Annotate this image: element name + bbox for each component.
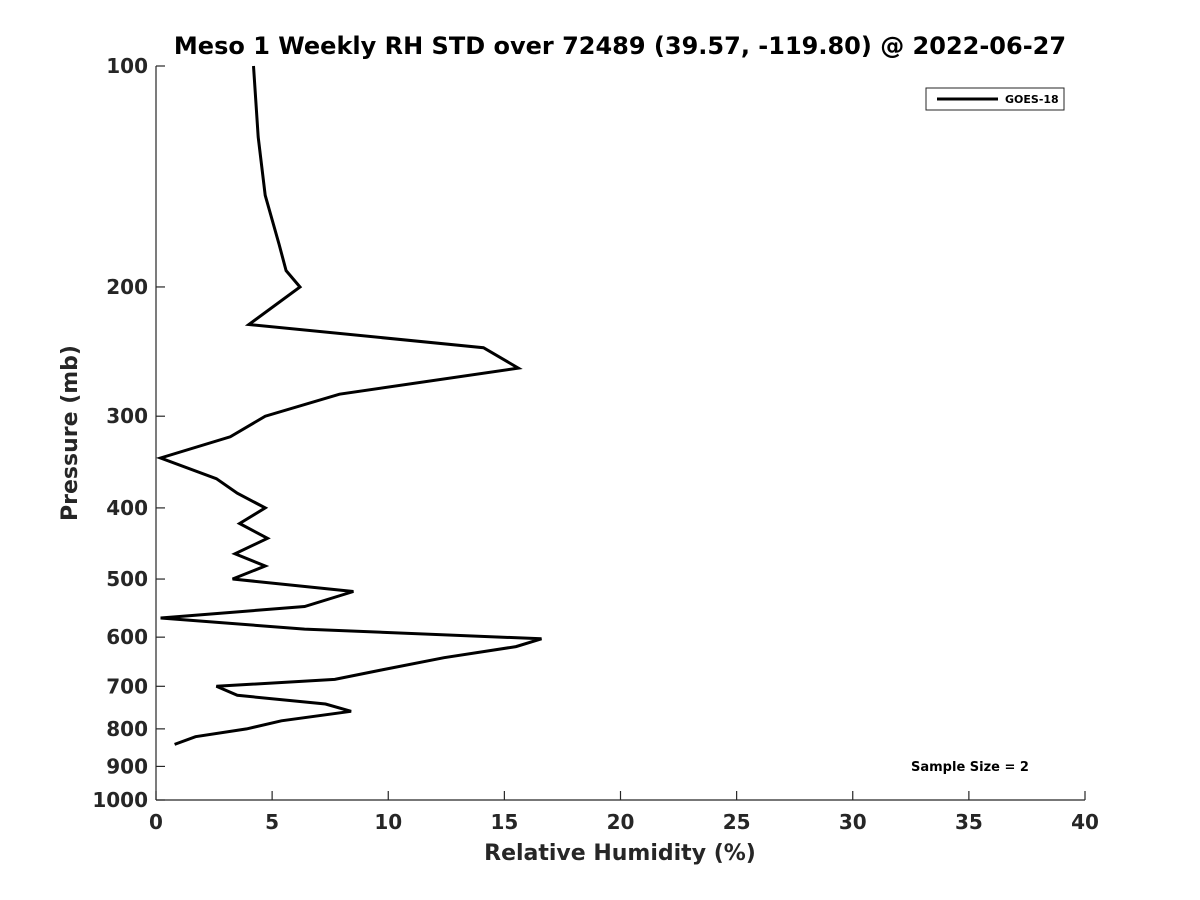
x-tick-label: 30 [839, 810, 867, 834]
y-tick-label: 900 [106, 754, 148, 778]
series-line-goes-18 [155, 65, 542, 746]
y-tick-label: 500 [106, 567, 148, 591]
y-tick-label: 400 [106, 496, 148, 520]
x-tick-label: 25 [723, 810, 751, 834]
series-layer [155, 65, 542, 746]
x-axis-label: Relative Humidity (%) [484, 841, 756, 866]
y-tick-label: 700 [106, 674, 148, 698]
legend-label-goes-18: GOES-18 [1005, 93, 1059, 106]
legend: GOES-18 [925, 87, 1065, 111]
plot-axes [155, 66, 1085, 801]
x-tick-label: 10 [374, 810, 402, 834]
x-tick-label: 35 [955, 810, 983, 834]
x-tick-label: 0 [149, 810, 163, 834]
x-tick-label: 20 [607, 810, 635, 834]
y-tick-label: 300 [106, 404, 148, 428]
x-tick-label: 5 [265, 810, 279, 834]
chart-title: Meso 1 Weekly RH STD over 72489 (39.57, … [174, 32, 1066, 60]
x-tick-label: 15 [490, 810, 518, 834]
y-tick-label: 1000 [92, 788, 148, 812]
y-tick-label: 800 [106, 717, 148, 741]
y-axis-label: Pressure (mb) [58, 345, 83, 521]
x-tick-label: 40 [1071, 810, 1099, 834]
y-ticks: 100 200 300 400 500 600 700 800 900 1000 [92, 54, 165, 812]
x-ticks: 0 5 10 15 20 25 30 35 40 [149, 791, 1099, 834]
y-tick-label: 200 [106, 275, 148, 299]
y-tick-label: 100 [106, 54, 148, 78]
y-tick-label: 600 [106, 625, 148, 649]
sample-size-annotation: Sample Size = 2 [911, 760, 1029, 775]
